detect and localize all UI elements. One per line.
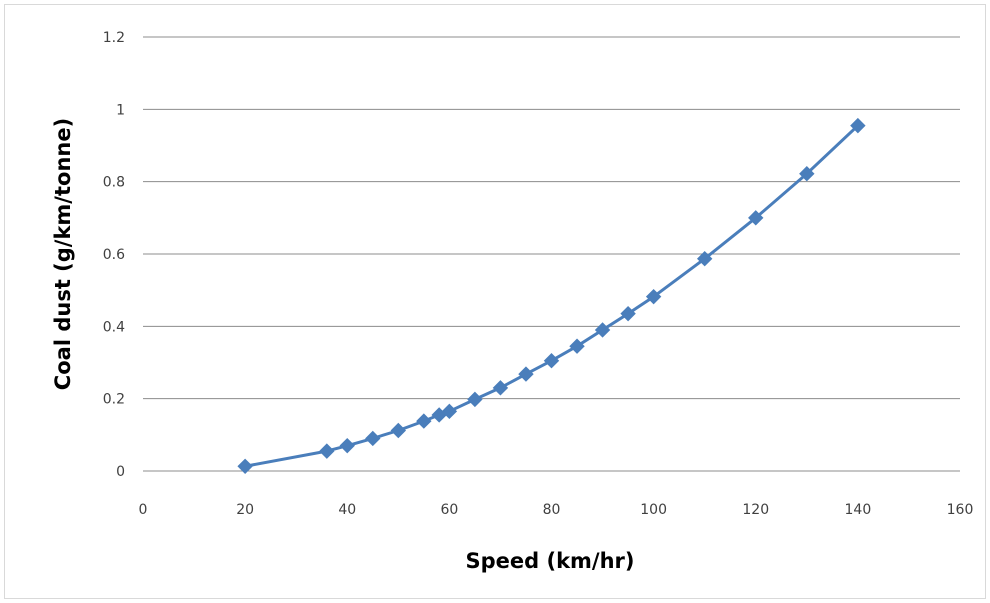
data-point-marker: [799, 166, 815, 182]
data-point-marker: [319, 443, 335, 459]
data-point-marker: [237, 458, 253, 475]
gridlines: [143, 36, 960, 472]
x-tick-label: 120: [742, 502, 769, 518]
x-tick-label: 100: [640, 502, 667, 518]
x-tick-labels: 0 20 40 60 80 100 120 140 160: [139, 502, 974, 518]
x-tick-label: 40: [338, 502, 356, 518]
data-point-marker: [518, 366, 534, 382]
y-tick-label: 1.2: [103, 30, 125, 46]
data-point-marker: [441, 403, 458, 420]
x-tick-label: 160: [947, 502, 974, 518]
y-tick-label: 0.6: [103, 247, 125, 263]
data-point-marker: [339, 437, 355, 454]
x-tick-label: 80: [543, 502, 561, 518]
data-point-marker: [543, 352, 560, 369]
y-tick-label: 0: [116, 464, 125, 480]
data-point-marker: [492, 380, 509, 396]
data-point-marker: [390, 422, 407, 439]
y-tick-labels: 0 0.2 0.4 0.6 0.8 1 1.2: [103, 30, 125, 480]
y-tick-label: 0.2: [103, 392, 125, 408]
data-point-marker: [569, 338, 585, 354]
x-tick-label: 0: [139, 502, 148, 518]
chart-frame: [4, 4, 986, 599]
data-point-marker: [645, 288, 662, 305]
data-point-marker: [365, 430, 381, 447]
x-axis-title: Speed (km/hr): [465, 549, 634, 573]
data-series: [237, 117, 866, 475]
x-tick-label: 140: [845, 502, 872, 518]
y-tick-label: 0.8: [103, 175, 125, 191]
x-tick-label: 60: [440, 502, 458, 518]
y-axis-title: Coal dust (g/km/tonne): [51, 118, 75, 390]
data-point-marker: [696, 250, 713, 267]
data-point-marker: [594, 322, 611, 338]
x-tick-label: 20: [236, 502, 254, 518]
series-line: [244, 124, 859, 468]
data-point-marker: [416, 413, 432, 429]
data-point-marker: [850, 117, 866, 134]
data-point-marker: [467, 391, 483, 408]
data-point-marker: [748, 210, 764, 226]
y-tick-label: 1: [116, 102, 125, 118]
data-point-marker: [620, 305, 636, 322]
y-tick-label: 0.4: [103, 319, 125, 335]
